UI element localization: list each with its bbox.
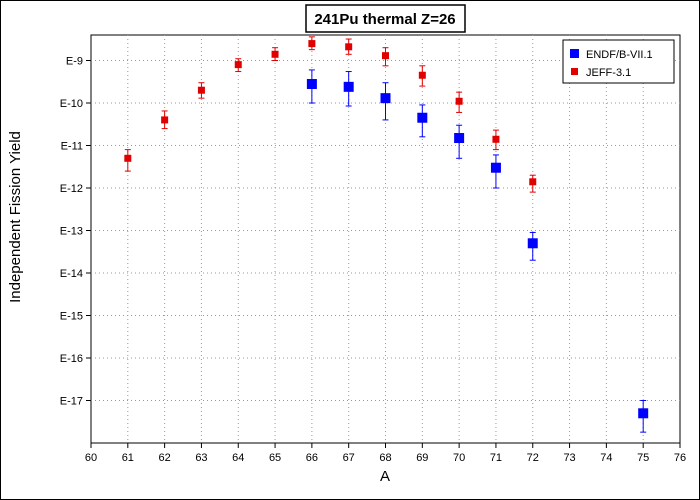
x-tick-label: 62 (159, 452, 171, 464)
y-tick-label: E-14 (60, 268, 83, 280)
x-tick-label: 73 (563, 452, 575, 464)
chart-title: 241Pu thermal Z=26 (314, 11, 455, 28)
data-point (161, 116, 169, 124)
data-point (455, 97, 463, 105)
y-tick-label: E-15 (60, 311, 83, 323)
data-point (417, 112, 428, 123)
data-point (454, 133, 465, 144)
x-tick-label: 69 (416, 452, 428, 464)
legend: ENDF/B-VII.1 JEFF-3.1 (562, 39, 675, 84)
data-point (382, 52, 389, 60)
data-point (527, 238, 538, 249)
x-tick-label: 68 (379, 452, 391, 464)
x-tick-label: 67 (343, 452, 355, 464)
legend-marker-jeff (571, 68, 578, 75)
data-point (490, 162, 501, 173)
data-marks (124, 36, 649, 433)
y-tick-label: E-10 (60, 98, 83, 110)
x-tick-label: 74 (600, 452, 612, 464)
x-tick-label: 61 (122, 452, 134, 464)
x-tick-label: 64 (232, 452, 244, 464)
data-point (197, 86, 205, 94)
legend-box (562, 39, 675, 84)
data-point (306, 78, 317, 89)
y-axis-ticks: E-9 E-10 E-11 E-12 E-13 E-14 E-15 E-16 E-17 (60, 56, 91, 408)
y-tick-label: E-16 (60, 353, 83, 365)
x-axis-ticks: 60 61 62 63 64 65 66 67 68 69 70 71 72 73 74 75 76 (85, 443, 686, 464)
y-tick-label: E-9 (66, 56, 83, 68)
x-tick-label: 76 (674, 452, 686, 464)
legend-label-endf: ENDF/B-VII.1 (586, 49, 653, 61)
data-point (345, 43, 353, 51)
x-tick-label: 65 (269, 452, 281, 464)
x-axis-title: A (380, 468, 390, 485)
legend-label-jeff: JEFF-3.1 (586, 67, 631, 79)
series-endf (306, 69, 649, 433)
data-point (638, 408, 649, 419)
title-box (305, 4, 466, 33)
y-tick-label: E-11 (61, 141, 83, 153)
data-point (124, 154, 132, 162)
data-point (308, 40, 316, 48)
y-axis-title: Independent Fission Yield (7, 131, 24, 303)
data-point (271, 50, 279, 58)
data-point (529, 178, 537, 186)
x-tick-label: 75 (637, 452, 649, 464)
x-tick-label: 60 (85, 452, 97, 464)
x-tick-label: 63 (195, 452, 207, 464)
x-tick-label: 71 (490, 452, 502, 464)
y-tick-label: E-17 (60, 396, 83, 408)
legend-marker-endf (570, 49, 579, 58)
data-point (380, 93, 391, 104)
data-point (234, 61, 242, 69)
y-tick-label: E-13 (60, 226, 83, 238)
data-point (492, 135, 500, 143)
data-point (418, 71, 426, 79)
data-point (343, 81, 354, 92)
x-tick-label: 72 (527, 452, 539, 464)
series-jeff (124, 36, 537, 193)
x-tick-label: 70 (453, 452, 465, 464)
x-tick-label: 66 (306, 452, 318, 464)
y-tick-label: E-12 (60, 183, 83, 195)
